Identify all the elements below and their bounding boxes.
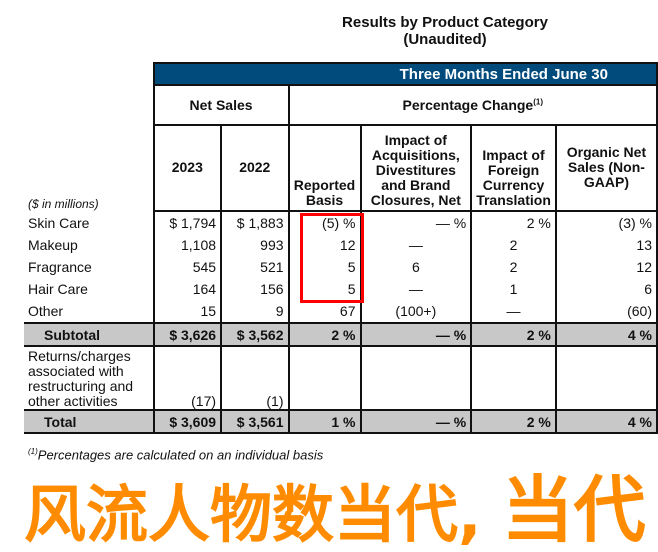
col-header: Impact of Foreign Currency Translation [470, 124, 557, 212]
row-label: Hair Care [24, 278, 155, 300]
returns-label: Returns/charges associated with restruct… [24, 346, 155, 410]
col-header: Reported Basis [287, 124, 362, 212]
row-label: Makeup [24, 234, 155, 256]
period-header: Three Months Ended June 30 [152, 62, 658, 86]
subtotal-row: Subtotal $ 3,626 $ 3,562 2 % — % 2 % 4 % [24, 322, 658, 347]
results-table: ($ in millions) Three Months Ended June … [24, 62, 658, 434]
table-row: Fragrance 545 521 5 6 2 12 [24, 256, 658, 278]
row-label: Other [24, 300, 155, 323]
returns-row: Returns/charges associated with restruct… [24, 345, 658, 411]
subtotal-label: Subtotal [24, 322, 155, 347]
table-row: Other 15 9 67 (100+) — (60) [24, 300, 658, 323]
row-label: Skin Care [24, 211, 155, 234]
overlay-text: 风流人物数当代, [24, 478, 482, 551]
table-row: Hair Care 164 156 5—1 6 [24, 278, 658, 300]
overlay-text: 当代 [501, 468, 646, 552]
net-sales-header: Net Sales [152, 84, 290, 126]
col-header: Organic Net Sales (Non-GAAP) [554, 124, 658, 212]
overlay-banner: 风流人物数当代, 当代 [0, 468, 658, 552]
total-label: Total [24, 409, 155, 434]
col-header: 2022 [220, 124, 290, 212]
table-row: Makeup 1,108 993 12—2 13 [24, 234, 658, 256]
col-header: Impact of Acquisitions, Divestitures and… [359, 124, 473, 212]
col-header: 2023 [152, 124, 223, 212]
table-row: Skin Care $ 1,794 $ 1,883 (5) % — % 2 % (3) % [24, 211, 658, 234]
units-label: ($ in millions) [24, 63, 155, 211]
pct-change-header: Percentage Change(1) [287, 84, 658, 126]
red-highlight-box [300, 213, 364, 303]
report-title: Results by Product Category (Unaudited) [342, 14, 548, 48]
total-row: Total $ 3,609 $ 3,561 1 % — % 2 % 4 % [24, 409, 658, 434]
row-label: Fragrance [24, 256, 155, 278]
footnote: (1)Percentages are calculated on an indi… [28, 447, 324, 463]
